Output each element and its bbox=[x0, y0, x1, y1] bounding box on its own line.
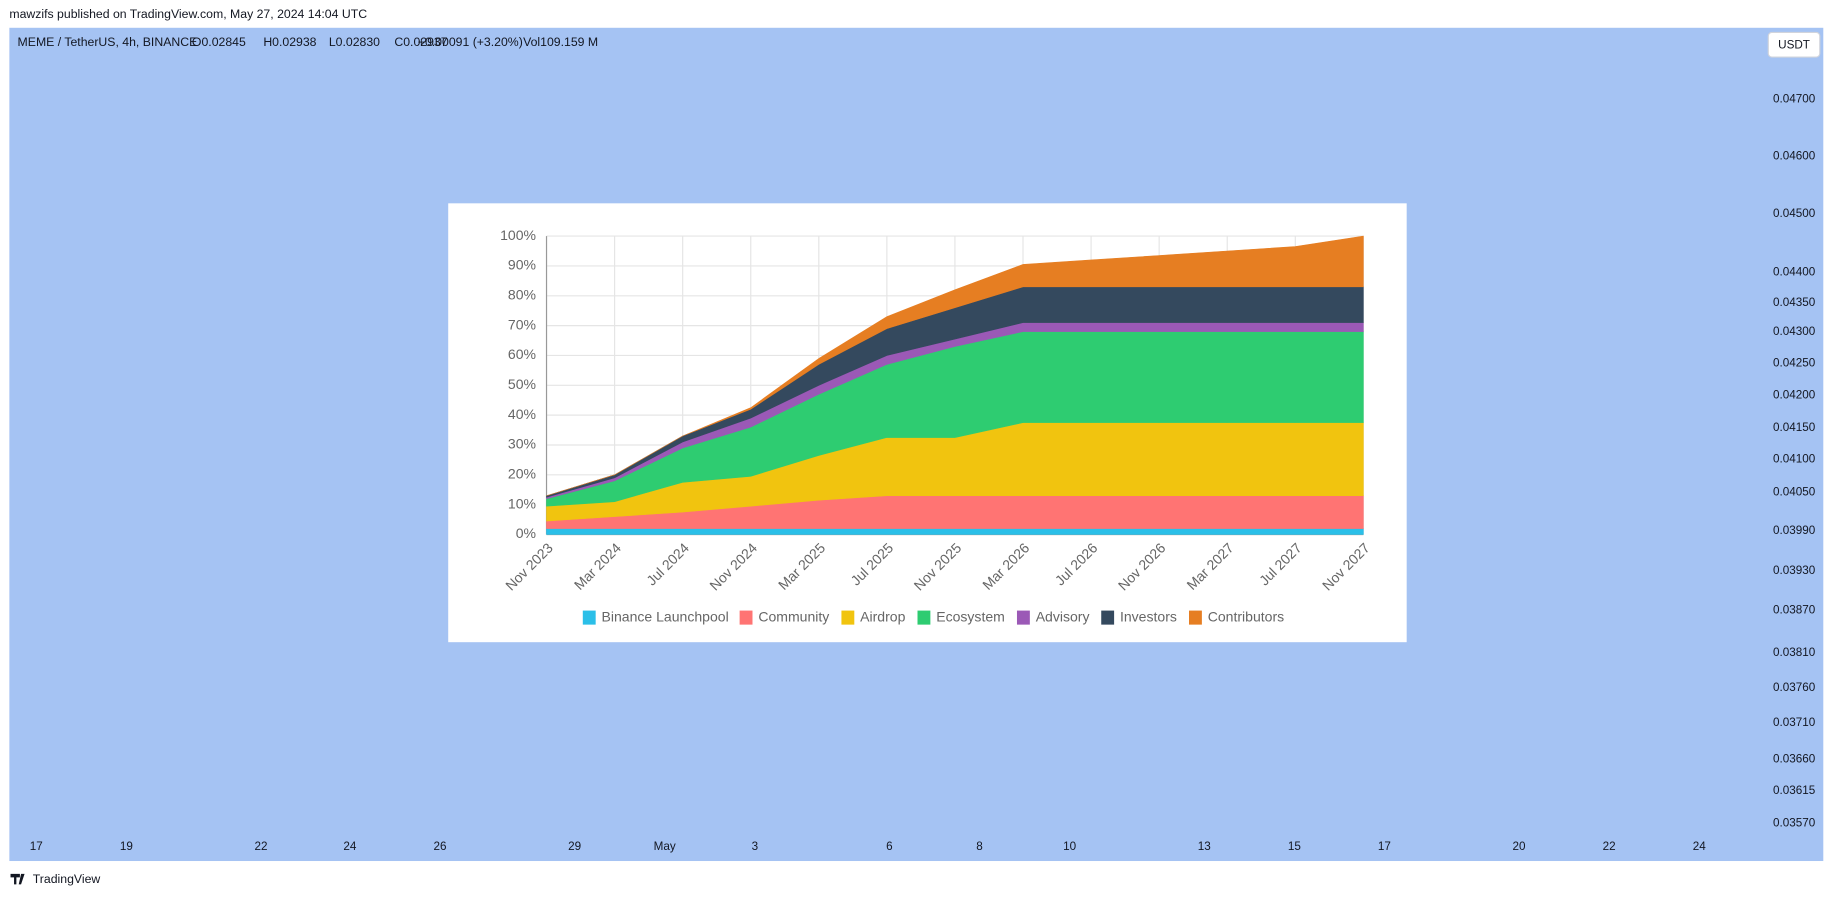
price-label: 0.03930 bbox=[1773, 564, 1816, 577]
legend-swatch bbox=[917, 610, 931, 625]
time-label: 22 bbox=[1603, 840, 1616, 853]
time-label: May bbox=[654, 840, 676, 853]
time-label: 19 bbox=[120, 840, 133, 853]
price-label: 0.03870 bbox=[1773, 604, 1816, 617]
change: +0.00091 (+3.20%) bbox=[418, 35, 523, 49]
time-label: 24 bbox=[1693, 840, 1706, 853]
volume: Vol109.159 M bbox=[523, 35, 598, 49]
time-label: 8 bbox=[976, 840, 983, 853]
price-label: 0.04300 bbox=[1773, 325, 1816, 338]
y-tick-label: 30% bbox=[508, 436, 536, 452]
time-label: 17 bbox=[1378, 840, 1391, 853]
y-tick-label: 70% bbox=[508, 316, 536, 332]
price-label: 0.04700 bbox=[1773, 92, 1816, 105]
time-label: 22 bbox=[254, 840, 267, 853]
legend-label: Advisory bbox=[1036, 608, 1090, 624]
legend-swatch bbox=[739, 610, 753, 625]
price-label: 0.04250 bbox=[1773, 357, 1816, 370]
low: L0.02830 bbox=[329, 35, 380, 49]
y-tick-label: 10% bbox=[508, 495, 536, 511]
close: C0.02937 bbox=[394, 35, 447, 49]
symbol: MEME / TetherUS, 4h, BINANCE bbox=[18, 35, 198, 49]
legend-swatch bbox=[841, 610, 855, 625]
price-axis: 0.04700 0.04600 0.04500 0.04400 0.04350 0.043… bbox=[1773, 92, 1816, 829]
time-label: 24 bbox=[343, 840, 357, 853]
price-label: 0.04050 bbox=[1773, 485, 1816, 498]
footer: TradingView bbox=[10, 872, 101, 886]
y-tick-label: 50% bbox=[508, 376, 536, 392]
brand: TradingView bbox=[33, 872, 101, 886]
time-label: 17 bbox=[30, 840, 43, 853]
price-label: 0.03615 bbox=[1773, 784, 1816, 797]
currency-button[interactable]: USDT bbox=[1767, 31, 1821, 58]
price-label: 0.04600 bbox=[1773, 150, 1816, 163]
button-frame[interactable] bbox=[1767, 31, 1821, 58]
y-tick-label: 40% bbox=[508, 406, 536, 422]
price-label: 0.04400 bbox=[1773, 265, 1816, 278]
price-label: 0.03990 bbox=[1773, 524, 1816, 537]
legend-label: Community bbox=[758, 608, 829, 624]
legend-swatch bbox=[1189, 610, 1202, 625]
time-label: 3 bbox=[752, 840, 759, 853]
brand-logo bbox=[10, 873, 25, 885]
price-label: 0.04500 bbox=[1773, 207, 1816, 220]
price-label: 0.04350 bbox=[1773, 296, 1816, 309]
time-label: 15 bbox=[1288, 840, 1302, 853]
legend-label: Investors bbox=[1120, 608, 1177, 624]
area bbox=[546, 528, 1364, 535]
open: O0.02845 bbox=[192, 35, 246, 49]
byline: mawzifs published on TradingView.com, Ma… bbox=[9, 7, 367, 21]
legend-swatch bbox=[582, 610, 596, 625]
price-label: 0.03570 bbox=[1773, 817, 1816, 830]
time-label: 26 bbox=[434, 840, 447, 853]
price-label: 0.03710 bbox=[1773, 716, 1816, 729]
time-label: 13 bbox=[1198, 840, 1211, 853]
legend-swatch bbox=[1016, 610, 1030, 625]
time-label: 10 bbox=[1063, 840, 1077, 853]
y-tick-label: 0% bbox=[516, 525, 536, 541]
legend-label: Ecosystem bbox=[936, 608, 1005, 624]
time-label: 20 bbox=[1513, 840, 1527, 853]
y-tick-label: 100% bbox=[500, 227, 536, 243]
time-label: 29 bbox=[568, 840, 581, 853]
price-label: 0.03810 bbox=[1773, 646, 1816, 659]
y-tick-label: 60% bbox=[508, 346, 536, 362]
area bbox=[546, 235, 1364, 497]
price-label: 0.03660 bbox=[1773, 752, 1816, 765]
price-label: 0.04100 bbox=[1773, 453, 1816, 466]
legend-label: Binance Launchpool bbox=[602, 608, 729, 624]
legend-label: Airdrop bbox=[860, 608, 905, 624]
high: H0.02938 bbox=[263, 35, 316, 49]
symbol-bar: MEME / TetherUS, 4h, BINANCE O0.02845 H0… bbox=[18, 35, 599, 49]
price-label: 0.03760 bbox=[1773, 681, 1816, 694]
y-tick-label: 90% bbox=[508, 257, 536, 273]
legend-swatch bbox=[1101, 610, 1115, 625]
time-axis: 17 19 22 24 26 29 May 3 6 8 10 13 15 17 20 22 24 bbox=[30, 840, 1706, 853]
y-tick-label: 20% bbox=[508, 466, 536, 482]
y-tick-label: 80% bbox=[508, 286, 536, 302]
price-label: 0.04200 bbox=[1773, 388, 1816, 401]
legend-label: Contributors bbox=[1208, 608, 1284, 624]
time-label: 6 bbox=[886, 840, 893, 853]
price-label: 0.04150 bbox=[1773, 421, 1816, 434]
button-label[interactable]: USDT bbox=[1778, 38, 1810, 51]
